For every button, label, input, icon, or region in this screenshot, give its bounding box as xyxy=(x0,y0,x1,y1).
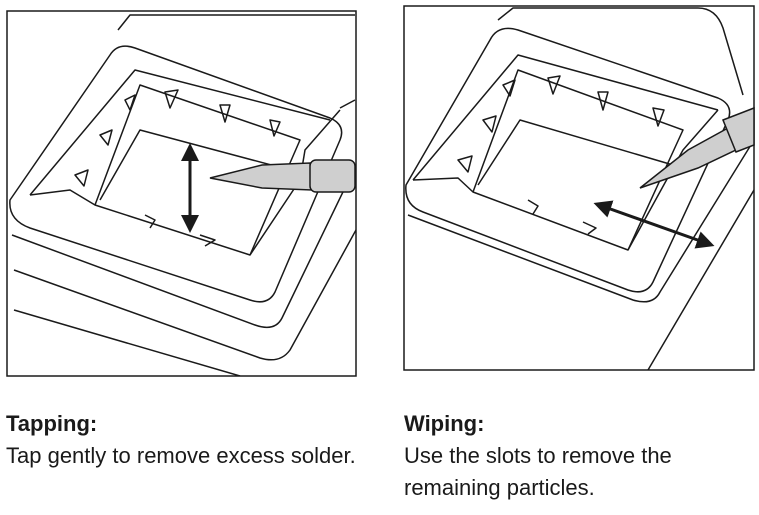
tapping-illustration xyxy=(6,10,357,377)
illustration-frame xyxy=(403,5,755,371)
soldering-iron-tip xyxy=(209,159,356,193)
wiping-description: Use the slots to remove the remaining pa… xyxy=(404,443,672,500)
diagonal-motion-arrow xyxy=(593,200,715,249)
tapping-panel: Tapping: Tap gently to remove excess sol… xyxy=(0,0,370,468)
tray-base-layer-1 xyxy=(407,139,754,303)
tray-back-edge xyxy=(117,14,356,109)
wiping-illustration xyxy=(403,5,755,371)
tray-back-edge xyxy=(497,7,744,96)
tray-base-layer-2 xyxy=(13,229,356,361)
slot-notches xyxy=(457,75,665,235)
tray-cavity xyxy=(94,84,301,256)
illustration-frame xyxy=(6,10,357,377)
tray-base-layer-3 xyxy=(13,309,241,376)
tray-outer xyxy=(9,45,343,303)
tray-base-layer-1 xyxy=(11,164,356,329)
tray-base-layer-2 xyxy=(647,189,754,370)
slot-notches xyxy=(74,89,281,247)
soldering-iron-tip xyxy=(639,106,755,189)
wiping-panel: Wiping: Use the slots to remove the rema… xyxy=(398,0,759,500)
tray-inner-rim xyxy=(412,54,719,251)
wiping-title: Wiping: xyxy=(404,411,485,436)
tapping-description: Tap gently to remove excess solder. xyxy=(6,443,356,468)
tapping-title: Tapping: xyxy=(6,411,98,436)
